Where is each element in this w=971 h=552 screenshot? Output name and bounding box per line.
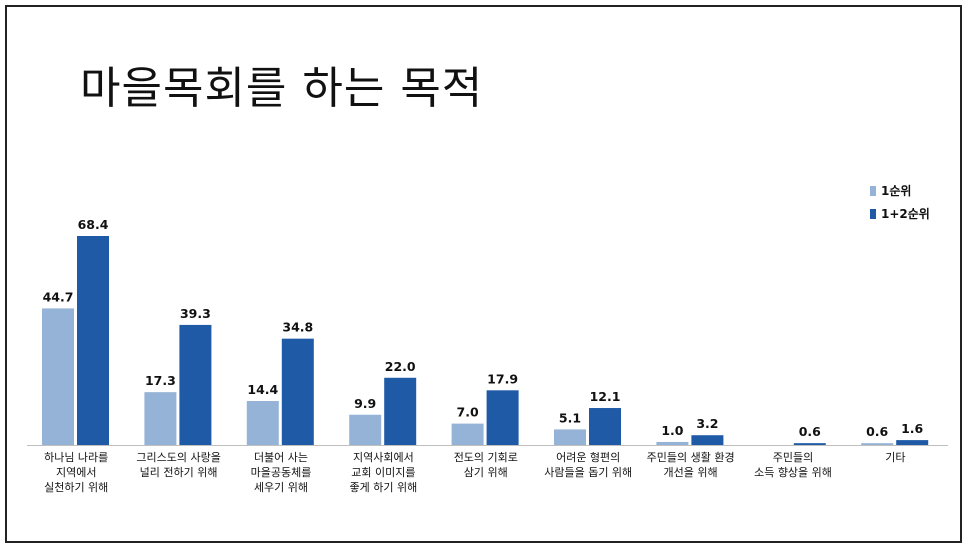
tick-label: 지역에서 [56,466,96,479]
bar-rank12-5 [589,408,621,445]
tick-label: 지역사회에서 [353,451,414,464]
data-label: 0.6 [799,424,821,439]
data-label: 7.0 [457,405,479,420]
bar-rank12-4 [486,390,519,445]
legend-swatch [870,209,876,219]
bars-group [27,236,948,446]
tick-label: 어려운 형편의 [556,451,620,464]
legend-label: 1+2순위 [881,207,930,221]
tick-label: 삼기 위해 [464,465,508,479]
data-label: 17.3 [145,373,176,388]
data-label: 9.9 [354,396,376,411]
tick-label: 좋게 하기 위해 [350,480,418,494]
tick-label: 개선을 위해 [664,465,718,479]
bar-rank1-6 [656,441,689,445]
tick-label: 실천하기 위해 [44,480,108,494]
tick-label: 더불어 사는 [254,451,308,464]
bar-rank1-3 [349,414,382,445]
bar-rank1-0 [42,308,74,445]
data-label: 39.3 [180,306,211,321]
tick-label: 세우기 위해 [254,480,308,494]
bar-rank12-6 [691,435,724,445]
tick-label: 기타 [885,451,905,464]
bar-rank1-4 [451,423,484,445]
bar-rank1-1 [144,392,177,445]
data-label: 44.7 [43,289,74,304]
slide-frame [5,5,962,543]
bar-rank12-2 [281,338,314,445]
data-label: 68.4 [78,217,109,232]
tick-label: 널리 전하기 위해 [140,465,218,479]
bar-rank12-7 [793,443,826,445]
bar-rank12-3 [384,377,417,445]
tick-label: 그리스도의 사랑을 [136,451,220,464]
tick-label: 사람들을 돕기 위해 [544,465,632,479]
tick-label: 마을공동체를 [251,466,312,479]
value-labels-group: 44.7 68.4 17.3 39.3 14.4 34.8 9.9 22.0 7.0 17.9 5.… [43,217,924,439]
data-label: 0.6 [866,424,888,439]
tick-label: 전도의 기회로 [454,451,518,464]
data-label: 22.0 [385,359,416,374]
tick-label: 주민들의 생활 환경 [647,450,735,464]
legend-label: 1순위 [881,184,911,198]
data-label: 1.0 [661,423,683,438]
bar-rank1-8 [861,443,894,445]
data-label: 1.6 [901,421,923,436]
data-label: 3.2 [696,416,718,431]
tick-label: 하나님 나라를 [44,450,108,464]
page-title: 마을목회를 하는 목적 [80,63,484,114]
data-label: 5.1 [559,410,581,425]
data-label: 12.1 [590,389,621,404]
bar-rank12-0 [77,236,109,445]
bar-rank12-8 [896,440,929,445]
tick-label: 주민들의 [773,451,813,464]
legend: 1순위 1+2순위 [870,184,930,221]
tick-label: 교회 이미지를 [351,466,415,479]
legend-swatch [870,186,876,196]
data-label: 17.9 [487,371,518,386]
bar-rank1-5 [554,429,586,445]
data-label: 34.8 [282,320,313,335]
tick-label: 소득 향상을 위해 [754,465,832,479]
data-label: 14.4 [247,382,278,397]
bar-rank1-2 [246,401,279,445]
bar-rank12-1 [179,324,212,445]
